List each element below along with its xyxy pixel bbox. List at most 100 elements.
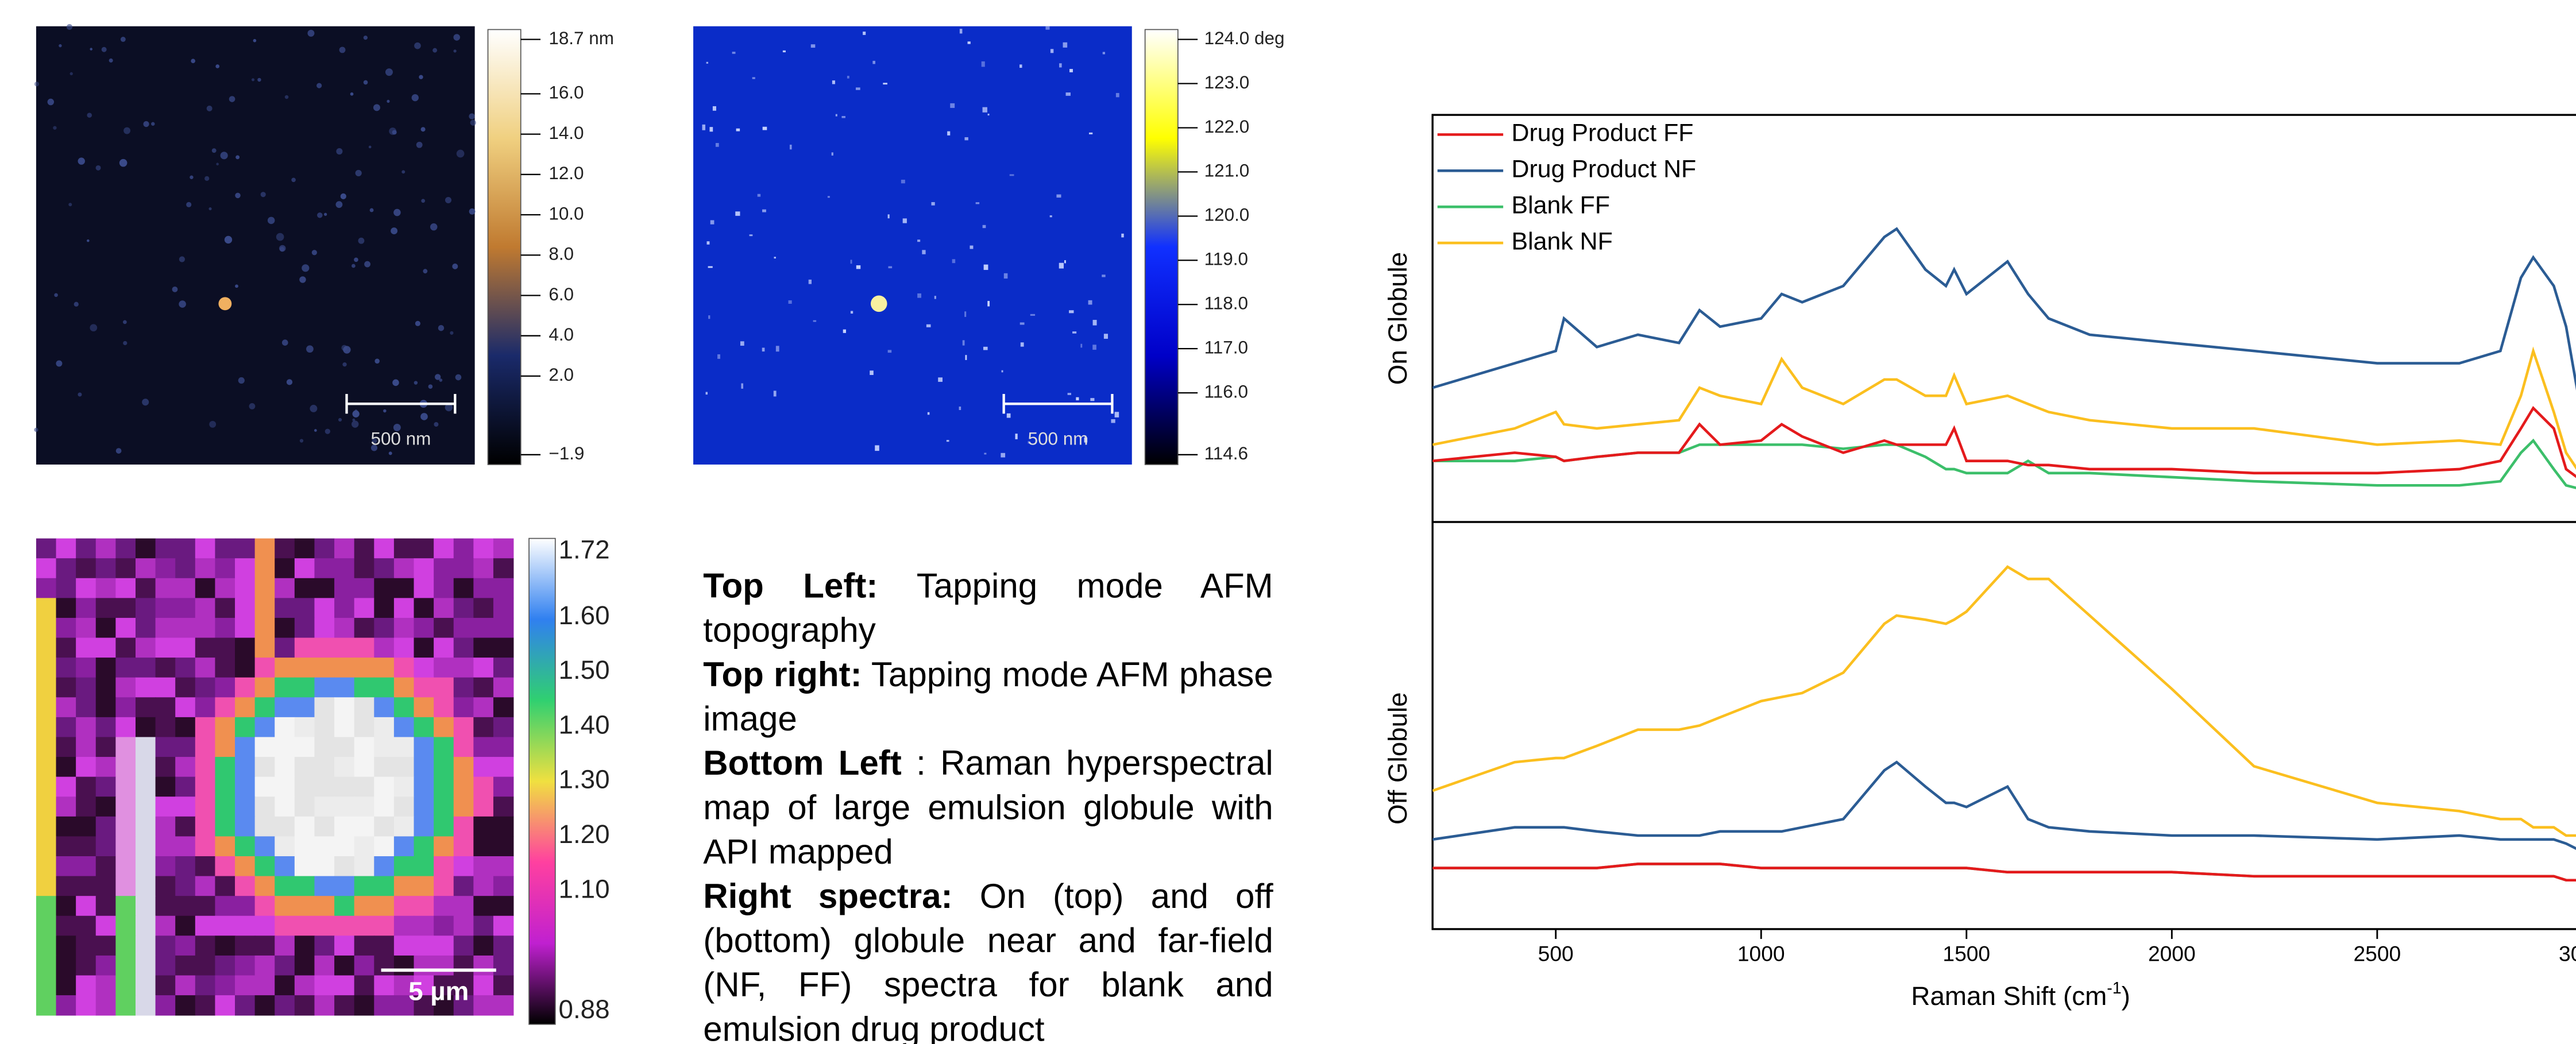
map-pixel xyxy=(135,856,156,877)
map-pixel xyxy=(56,598,77,618)
map-pixel xyxy=(155,538,176,559)
map-pixel xyxy=(56,935,77,956)
map-pixel xyxy=(254,598,276,618)
map-pixel xyxy=(334,558,355,579)
speck xyxy=(445,403,453,412)
tick-label: 1.50 xyxy=(559,655,610,685)
x-axis-label: Raman Shift (cm-1) xyxy=(1911,979,2130,1011)
map-pixel xyxy=(354,558,375,579)
map-pixel xyxy=(473,617,494,639)
map-pixel xyxy=(493,558,514,579)
map-pixel xyxy=(215,995,235,1016)
map-pixel xyxy=(414,776,434,798)
map-pixel xyxy=(275,876,295,897)
map-pixel xyxy=(493,836,514,857)
speck xyxy=(211,148,217,153)
map-pixel xyxy=(294,637,315,658)
speck xyxy=(964,137,968,141)
map-pixel xyxy=(155,955,176,976)
speck xyxy=(775,346,779,352)
map-pixel xyxy=(414,816,434,837)
map-pixel xyxy=(235,757,256,778)
map-pixel xyxy=(56,955,77,976)
speck xyxy=(389,127,397,135)
map-pixel xyxy=(354,697,375,718)
speck xyxy=(235,284,238,288)
map-pixel xyxy=(294,776,315,798)
map-pixel xyxy=(493,717,514,738)
map-pixel xyxy=(254,995,276,1016)
speck xyxy=(101,47,107,52)
map-pixel xyxy=(393,637,415,658)
map-pixel xyxy=(195,757,216,778)
map-pixel xyxy=(76,995,96,1016)
tick-label: 123.0 xyxy=(1204,72,1250,92)
map-pixel xyxy=(56,975,77,996)
speck xyxy=(388,451,392,455)
map-pixel xyxy=(175,896,196,917)
map-pixel xyxy=(195,578,216,599)
speck xyxy=(887,350,892,353)
map-pixel xyxy=(254,896,276,917)
map-pixel xyxy=(175,538,196,559)
map-pixel xyxy=(314,796,335,817)
map-pixel xyxy=(334,697,355,718)
speck xyxy=(311,250,317,256)
map-pixel xyxy=(473,856,494,877)
map-pixel xyxy=(393,757,415,778)
speck xyxy=(336,148,343,155)
map-pixel xyxy=(393,876,415,897)
map-pixel xyxy=(334,856,355,877)
map-pixel xyxy=(374,757,395,778)
map-pixel xyxy=(354,816,375,837)
map-pixel xyxy=(95,538,117,559)
map-pixel xyxy=(434,856,454,877)
map-pixel xyxy=(354,896,375,917)
map-pixel xyxy=(294,737,315,757)
map-pixel xyxy=(155,816,176,837)
map-pixel xyxy=(434,538,454,559)
map-pixel xyxy=(175,697,196,718)
speck xyxy=(342,362,347,367)
map-pixel xyxy=(453,538,474,559)
map-pixel xyxy=(453,658,474,678)
speck xyxy=(314,429,317,432)
map-pixel xyxy=(354,637,375,658)
map-pixel xyxy=(334,995,355,1016)
speck xyxy=(984,453,987,455)
speck xyxy=(938,377,943,382)
map-pixel xyxy=(354,915,375,937)
speck xyxy=(762,209,766,212)
map-pixel xyxy=(76,836,96,857)
speck xyxy=(204,176,210,181)
map-pixel xyxy=(393,915,415,937)
map-pixel xyxy=(135,757,156,778)
map-pixel xyxy=(414,836,434,857)
map-pixel xyxy=(135,995,156,1016)
particle xyxy=(218,297,232,311)
map-pixel xyxy=(453,757,474,778)
speck xyxy=(339,47,346,53)
map-pixel xyxy=(155,796,176,817)
speck xyxy=(875,445,879,451)
map-pixel xyxy=(175,876,196,897)
map-pixel xyxy=(393,995,415,1016)
speck xyxy=(358,237,365,244)
map-pixel xyxy=(56,677,77,698)
map-pixel xyxy=(95,995,117,1016)
map-pixel xyxy=(56,558,77,579)
speck xyxy=(123,341,128,346)
map-pixel xyxy=(393,935,415,956)
speck xyxy=(338,417,342,422)
speck xyxy=(387,99,390,103)
map-pixel xyxy=(453,697,474,718)
map-pixel xyxy=(195,975,216,996)
map-pixel xyxy=(294,935,315,956)
x-tick-label: 1500 xyxy=(1942,941,1990,965)
speck xyxy=(981,61,985,67)
speck xyxy=(299,439,304,443)
speck xyxy=(1102,274,1106,277)
map-pixel xyxy=(294,558,315,579)
map-pixel xyxy=(155,637,176,658)
colorbar xyxy=(487,29,522,465)
